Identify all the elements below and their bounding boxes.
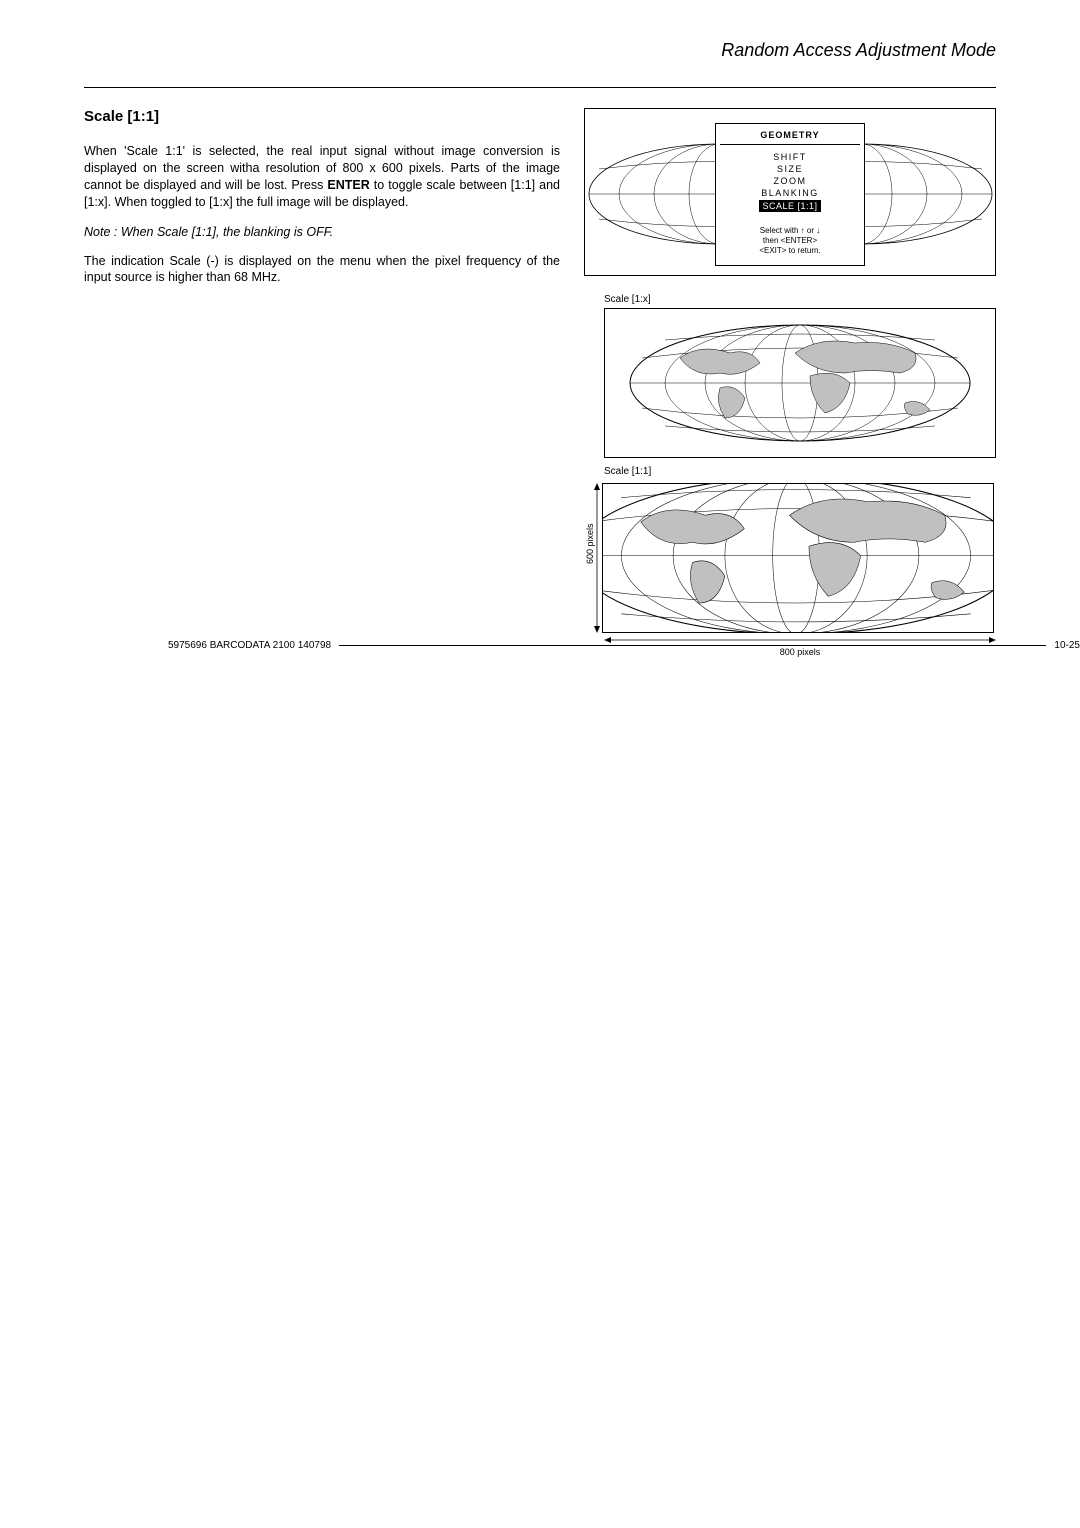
figure1-label: Scale [1:x] (604, 294, 996, 305)
globe-figure-2 (603, 483, 993, 633)
menu-item-scale-selected: SCALE [1:1] (759, 200, 820, 212)
figure2-box (602, 483, 994, 633)
menu-help-1: Select with ↑ or ↓ (720, 226, 860, 236)
menu-item-blanking: BLANKING (720, 187, 860, 199)
section-title: Scale [1:1] (84, 108, 560, 125)
paragraph-1: When 'Scale 1:1' is selected, the real i… (84, 143, 560, 211)
header-rule (84, 87, 996, 88)
header-mode-title: Random Access Adjustment Mode (84, 40, 996, 61)
globe-bg-left (584, 139, 732, 249)
menu-item-zoom: ZOOM (720, 175, 860, 187)
geometry-menu: GEOMETRY SHIFT SIZE ZOOM BLANKING SCALE … (715, 123, 865, 266)
globe-figure-1 (620, 318, 980, 448)
globe-bg-right (849, 139, 997, 249)
paragraph-2: The indication Scale (-) is displayed on… (84, 253, 560, 287)
menu-item-shift: SHIFT (720, 151, 860, 163)
enter-keyword: ENTER (327, 178, 369, 192)
figure2-vlabel: 600 pixels (585, 552, 595, 564)
page-footer: 5975696 BARCODATA 2100 140798 10-25 (168, 640, 1080, 651)
menu-help-2: then <ENTER> (720, 236, 860, 246)
figure1-box (604, 308, 996, 458)
geometry-illustration-box: GEOMETRY SHIFT SIZE ZOOM BLANKING SCALE … (584, 108, 996, 276)
footer-page-number: 10-25 (1054, 640, 1080, 651)
menu-item-size: SIZE (720, 163, 860, 175)
geometry-menu-title: GEOMETRY (720, 130, 860, 145)
footer-docid: 5975696 BARCODATA 2100 140798 (168, 640, 331, 651)
note-text: Note : When Scale [1:1], the blanking is… (84, 225, 560, 239)
footer-rule (339, 645, 1046, 646)
menu-help-3: <EXIT> to return. (720, 246, 860, 256)
figure2-label: Scale [1:1] (604, 466, 996, 477)
